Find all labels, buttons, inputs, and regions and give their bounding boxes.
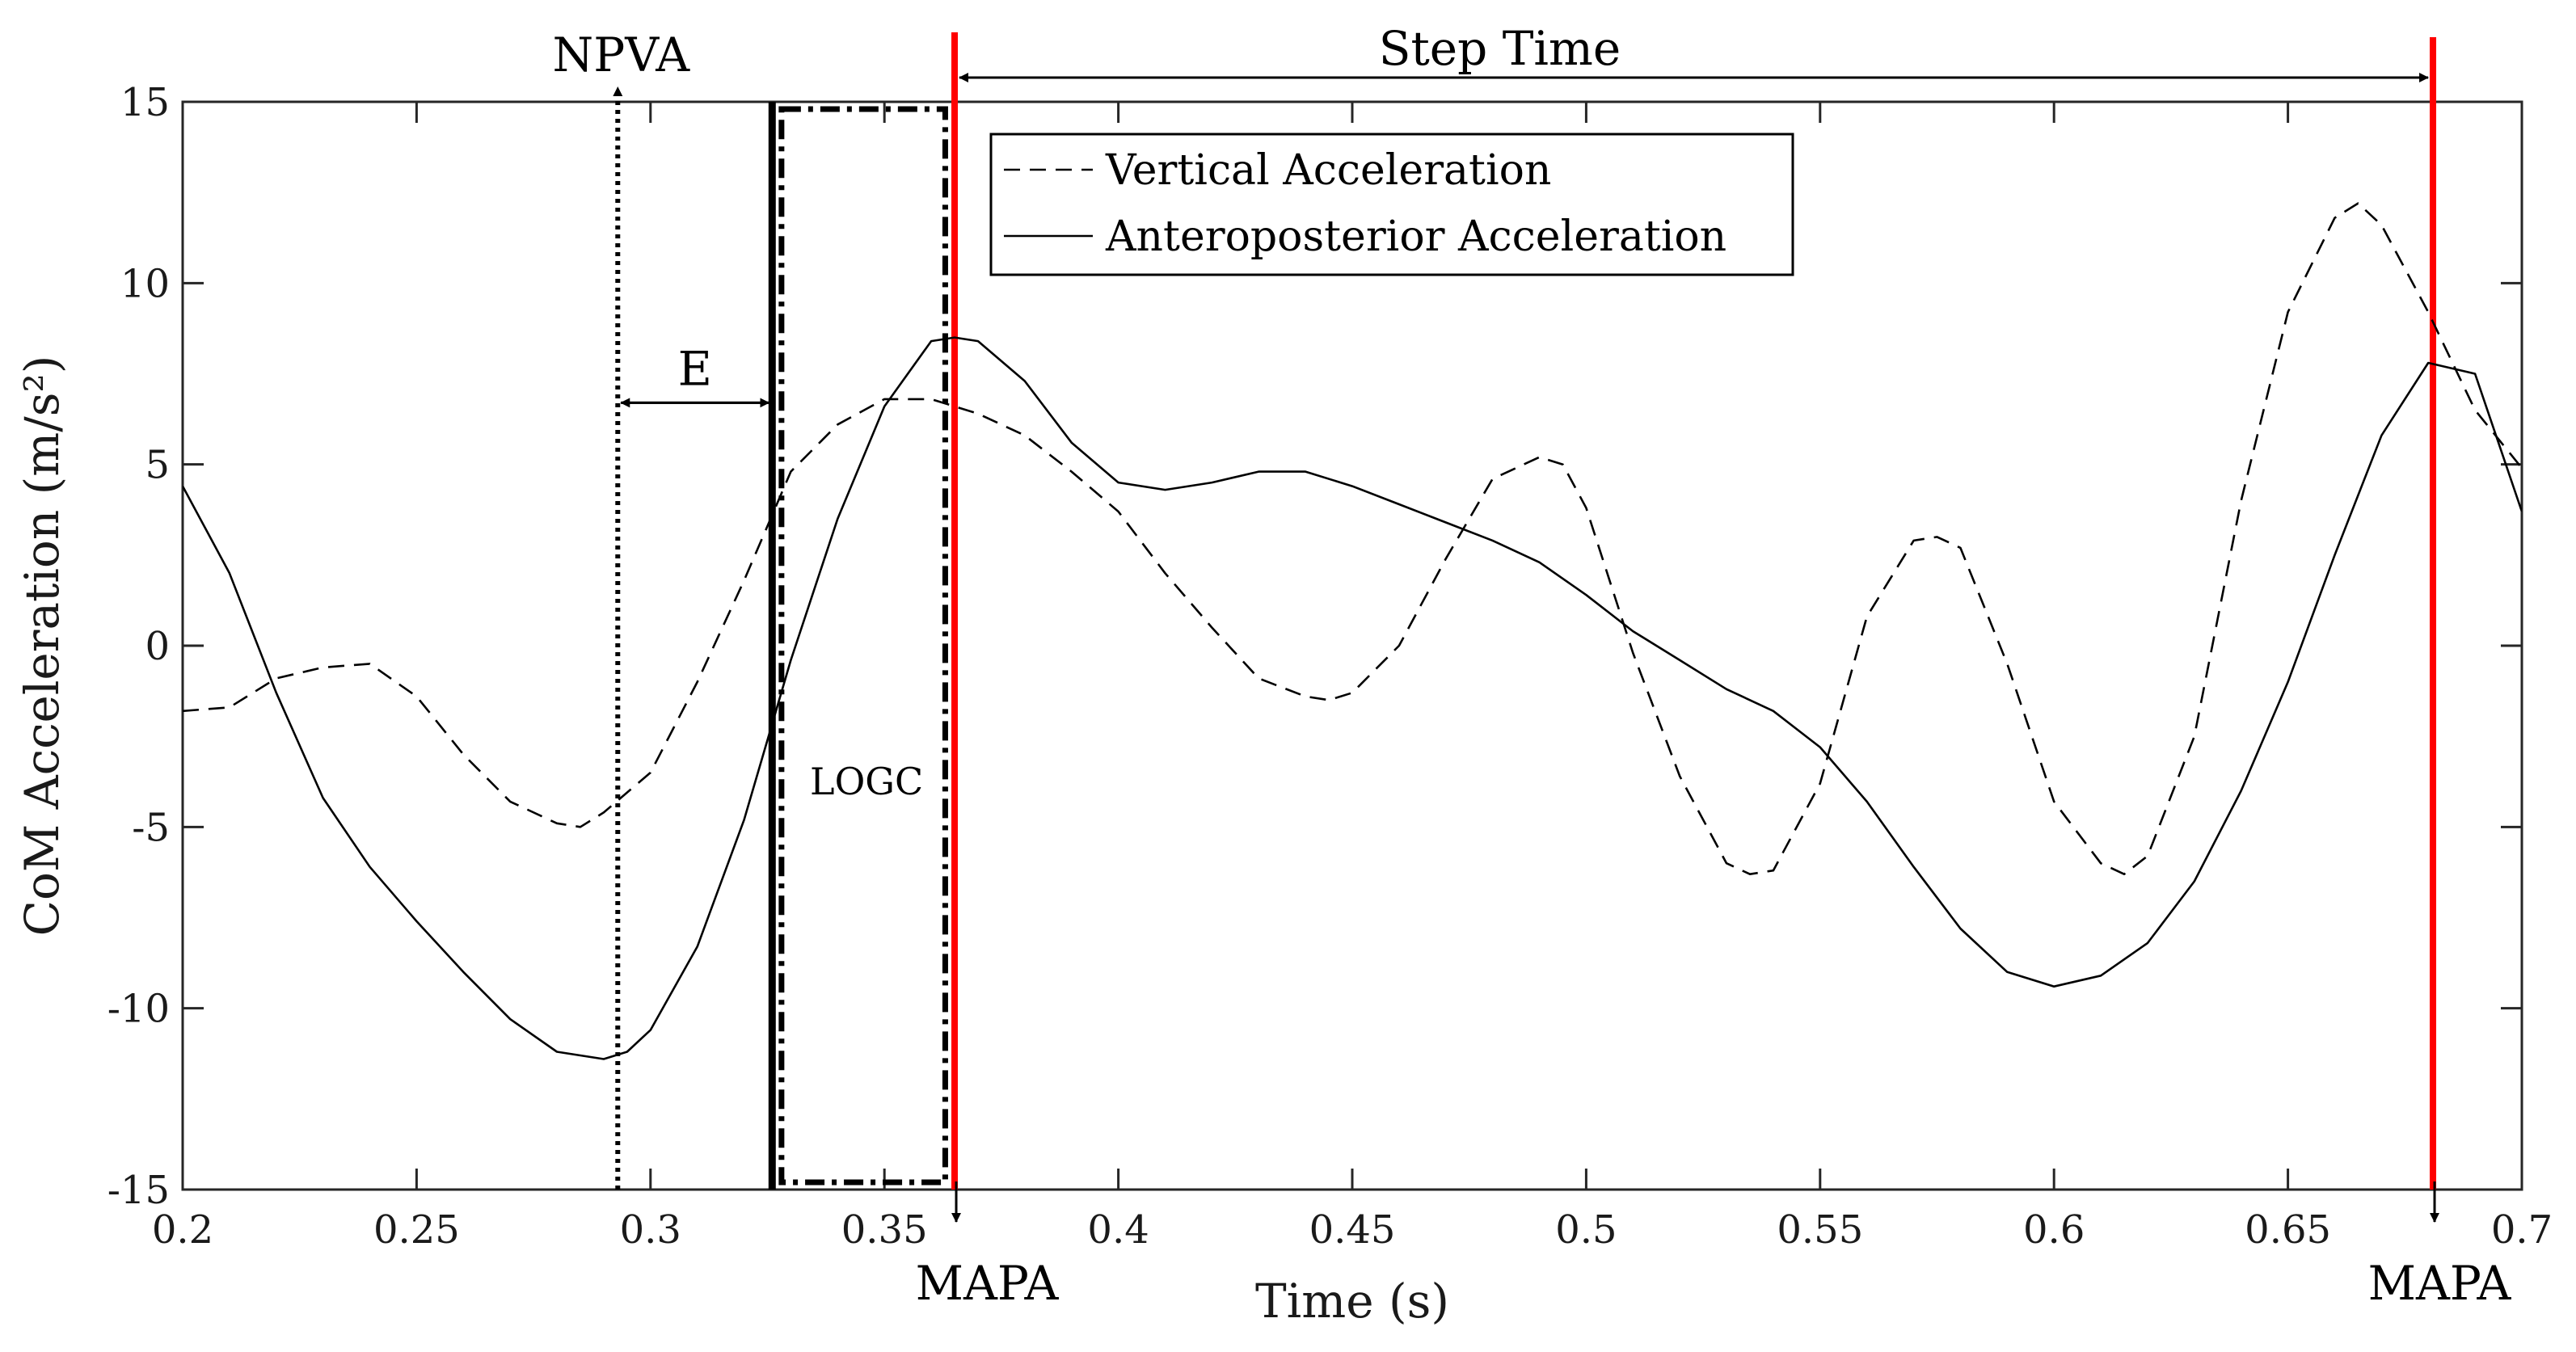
- step-time-label: Step Time: [1379, 21, 1621, 76]
- y-tick-label: -5: [132, 805, 170, 850]
- y-tick-label: 10: [120, 261, 170, 306]
- x-tick-label: 0.4: [1087, 1207, 1149, 1253]
- y-axis-title: CoM Acceleration (m/s²): [15, 356, 70, 937]
- logc-label: LOGC: [810, 760, 923, 803]
- legend-label-vertical: Vertical Acceleration: [1105, 146, 1551, 195]
- y-tick-label: -10: [108, 987, 170, 1032]
- y-tick-label: 0: [145, 624, 170, 669]
- x-tick-label: 0.2: [152, 1207, 213, 1253]
- x-tick-label: 0.7: [2491, 1207, 2553, 1253]
- x-tick-label: 0.3: [620, 1207, 681, 1253]
- npva-label: NPVA: [552, 27, 690, 82]
- y-tick-label: 15: [120, 80, 170, 125]
- y-tick-label: -15: [108, 1168, 170, 1213]
- x-tick-label: 0.35: [841, 1207, 928, 1253]
- anteroposterior-acceleration-line: [183, 336, 2522, 1060]
- mapa-label-2: MAPA: [2368, 1256, 2512, 1311]
- legend-label-anteroposterior: Anteroposterior Acceleration: [1105, 213, 1726, 261]
- x-tick-label: 0.65: [2245, 1207, 2331, 1253]
- x-tick-label: 0.6: [2023, 1207, 2085, 1253]
- x-axis-title: Time (s): [1255, 1274, 1449, 1329]
- annotations: NPVA E Step Time MAPA MAPA: [552, 21, 2511, 1311]
- x-tick-label: 0.25: [373, 1207, 460, 1253]
- vertical-acceleration-line: [183, 202, 2522, 875]
- logc-box-outline: [778, 106, 948, 1186]
- x-axis: 0.2 0.25 0.3 0.35 0.4 0.45 0.5 0.55 0.6 0.65 0.7: [152, 102, 2553, 1253]
- x-tick-label: 0.55: [1777, 1207, 1863, 1253]
- plot-area: [181, 100, 2523, 1191]
- y-axis: -15 -10 -5 0 5 10 15: [108, 80, 2522, 1213]
- vertical-markers: [613, 32, 2437, 1190]
- series-lines: [183, 202, 2522, 1060]
- x-tick-label: 0.45: [1309, 1207, 1396, 1253]
- e-label: E: [678, 341, 712, 396]
- y-tick-label: 5: [145, 443, 170, 488]
- legend-box: [989, 133, 1794, 276]
- legend: Vertical Acceleration Anteroposterior Ac…: [989, 133, 1794, 276]
- mapa-label-1: MAPA: [916, 1256, 1060, 1311]
- x-tick-label: 0.5: [1555, 1207, 1617, 1253]
- logc-region: LOGC: [778, 106, 948, 1186]
